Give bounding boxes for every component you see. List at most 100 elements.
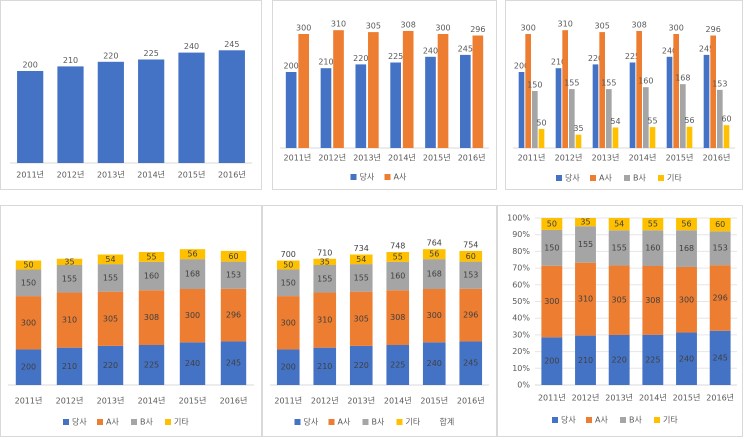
data-label: 305: [595, 22, 610, 31]
data-label: 225: [625, 52, 640, 61]
data-label: 55: [648, 220, 658, 229]
bar: [355, 64, 367, 148]
data-label: 308: [401, 20, 416, 29]
data-label: 55: [647, 117, 657, 126]
x-tick-label: 2013년: [353, 153, 381, 163]
data-label: 308: [144, 313, 159, 322]
bar-segment: [642, 334, 664, 385]
bar-segment: [313, 258, 337, 265]
legend-swatch: [165, 419, 171, 425]
bar-segment: [422, 259, 446, 289]
legend-label: 당사: [72, 417, 87, 427]
data-label: 35: [580, 218, 590, 227]
data-label: 310: [317, 316, 332, 325]
bar: [320, 68, 332, 148]
bar-segment: [422, 289, 446, 343]
data-label: 50: [547, 219, 557, 228]
legend-label: 기타: [174, 418, 189, 427]
legend-label: 기타: [667, 174, 682, 183]
bar: [298, 34, 310, 148]
data-label: 35: [64, 257, 74, 266]
bar-segment: [386, 345, 410, 385]
x-tick-label: 2011년: [284, 153, 312, 163]
bar-segment: [642, 218, 664, 231]
bar-segment: [220, 341, 247, 385]
data-label: 300: [669, 24, 684, 33]
bar: [716, 89, 723, 148]
bar-segment: [459, 341, 483, 385]
legend-swatch: [396, 419, 403, 425]
data-label: 200: [281, 363, 296, 372]
y-tick-label: 70%: [512, 264, 530, 273]
bar-segment: [349, 264, 373, 292]
data-label: 60: [715, 220, 725, 229]
bar: [138, 59, 165, 163]
x-tick-label: 2015년: [420, 396, 448, 406]
data-label: 245: [463, 359, 478, 368]
data-label: 210: [317, 362, 332, 371]
bar-segment: [56, 292, 83, 348]
data-label: 220: [354, 361, 369, 370]
data-label: 200: [544, 357, 559, 366]
y-tick-label: 10%: [512, 364, 530, 373]
bar: [472, 35, 484, 148]
legend-swatch: [362, 419, 369, 425]
bar: [368, 32, 379, 148]
data-label: 160: [144, 272, 159, 281]
data-label: 153: [463, 271, 478, 280]
panel-border: [0, 0, 262, 190]
data-label: 56: [681, 220, 691, 229]
data-label: 300: [281, 318, 296, 327]
bar-segment: [709, 265, 731, 331]
x-tick-label: 2014년: [138, 396, 166, 406]
data-label: 300: [544, 297, 559, 306]
bar-segment: [15, 349, 42, 385]
bar-segment: [220, 288, 247, 342]
data-label: 150: [527, 81, 542, 90]
panel-border: [0, 205, 262, 437]
data-label: 160: [645, 244, 660, 253]
legend-label: A사: [338, 418, 351, 427]
bar-segment: [15, 269, 42, 297]
x-tick-label: 2011년: [538, 393, 566, 403]
x-tick-label: 2014년: [384, 396, 412, 406]
chart-panel: 2011년 200 300 2012년 210 310 2013년 220 305 2014년 22…: [272, 0, 497, 190]
data-label: 245: [458, 44, 473, 53]
bar: [538, 129, 545, 148]
data-label: 220: [103, 51, 118, 60]
x-tick-label: 2014년: [639, 393, 667, 403]
data-label: 200: [21, 363, 36, 372]
bar: [437, 34, 449, 148]
legend-swatch: [586, 417, 592, 423]
bar-segment: [313, 347, 337, 385]
legend-swatch: [328, 419, 335, 425]
legend-label: B사: [372, 418, 385, 427]
chart-panel: 2011년 200 300 150 50 2012년 210 310 155 35 2013년 220…: [505, 0, 743, 190]
x-tick-label: 2013년: [592, 153, 620, 163]
bar: [525, 34, 532, 148]
bar-segment: [709, 231, 731, 266]
data-label: 56: [429, 250, 439, 259]
legend-swatch: [350, 174, 357, 180]
data-label: 155: [564, 79, 579, 88]
data-label: 245: [226, 359, 241, 368]
bar: [629, 62, 636, 148]
data-label: 305: [354, 314, 369, 323]
bar: [425, 56, 436, 148]
data-label: 225: [388, 52, 403, 61]
data-label: 240: [679, 354, 694, 363]
bar-segment: [676, 230, 697, 267]
bar-segment: [541, 337, 563, 385]
bar: [97, 61, 124, 163]
panel-border: [262, 205, 497, 437]
bar: [649, 127, 656, 148]
data-label: 305: [366, 22, 381, 31]
bar-segment: [459, 261, 483, 289]
bar-segment: [97, 254, 124, 265]
x-tick-label: 2016년: [220, 396, 248, 406]
bar-segment: [97, 264, 124, 292]
legend-swatch: [658, 175, 664, 181]
bar-segment: [575, 335, 596, 385]
data-label: 35: [573, 124, 583, 133]
